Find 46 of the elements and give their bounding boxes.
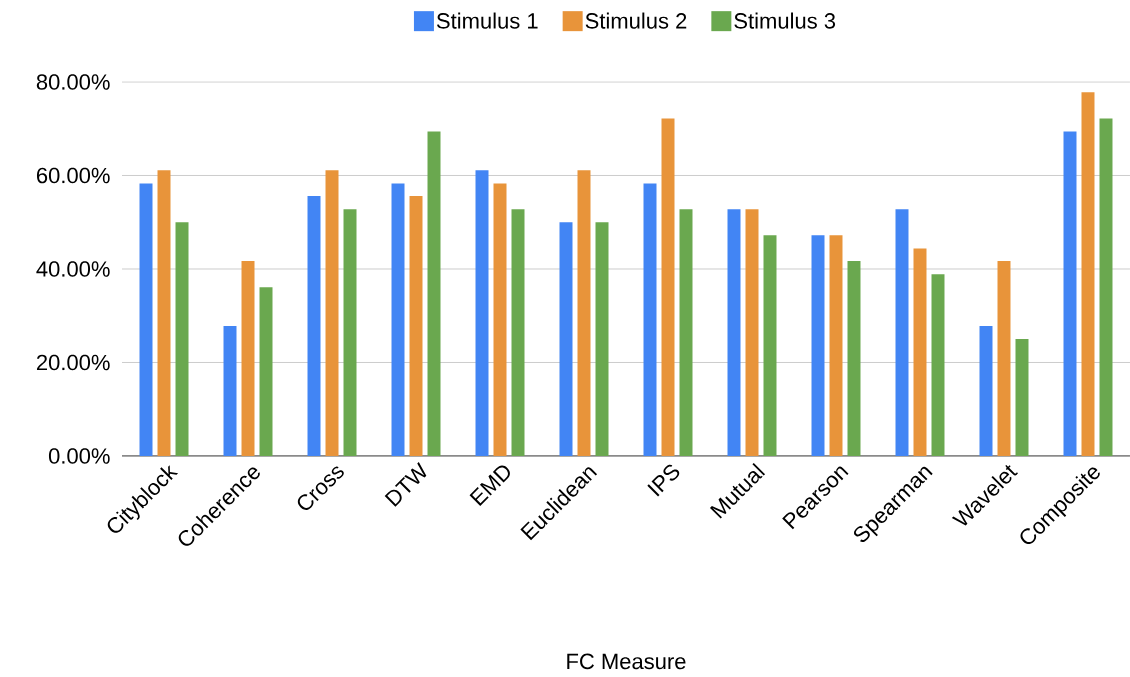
bar [1081,92,1095,456]
bar [325,170,339,456]
bar [1063,131,1077,456]
bar [643,183,657,456]
bar [559,222,573,456]
bar [427,131,441,456]
y-tick-label: 80.00% [36,74,110,90]
bar [895,209,909,456]
bar [931,274,945,456]
y-tick-label: 20.00% [36,354,110,371]
bar [679,209,693,456]
bar [595,222,609,456]
bar [511,209,525,456]
bar [307,196,321,456]
bar [829,235,843,456]
bar [157,170,171,456]
bar [391,183,405,456]
bar [661,118,675,456]
bar [979,326,993,456]
bar [727,209,741,456]
legend-label: Stimulus 2 [585,12,687,29]
bar [259,287,273,456]
bar [1099,118,1113,456]
bar [763,235,777,456]
bar [913,248,927,456]
bar [241,261,255,456]
bar [493,183,507,456]
bar [223,326,237,456]
bar [175,222,189,456]
bar [811,235,825,456]
y-tick-label: 40.00% [36,261,110,277]
bar [1015,339,1029,456]
x-tick-label: IPS [647,464,680,497]
bar [139,183,153,456]
bar [577,170,591,456]
bar [997,261,1011,456]
legend-label: Stimulus 1 [436,12,538,29]
bar [745,209,759,456]
bar [475,170,489,456]
x-axis-title: FC Measure [567,653,686,670]
y-tick-label: 0.00% [48,448,110,464]
bar [343,209,357,456]
y-tick-label: 60.00% [36,167,110,184]
bar [847,261,861,456]
bar [409,196,423,456]
legend-label: Stimulus 3 [734,12,836,29]
